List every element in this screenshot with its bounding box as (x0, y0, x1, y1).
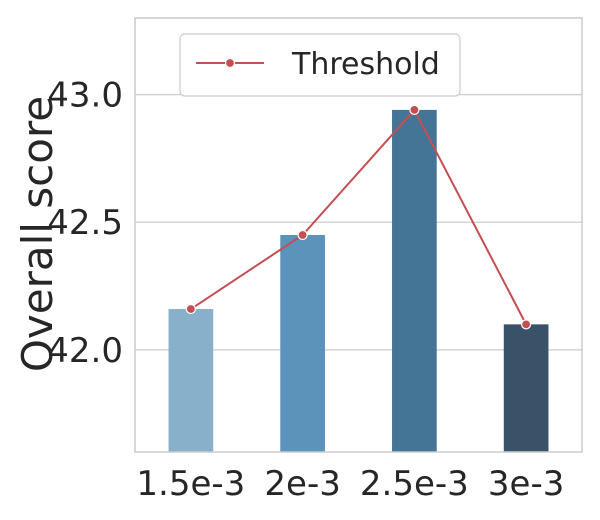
legend: Threshold (179, 33, 461, 97)
y-axis-title: Overall score (13, 96, 62, 372)
threshold-point (185, 303, 196, 315)
legend-label-threshold: Threshold (291, 47, 440, 82)
threshold-point (409, 104, 420, 116)
legend-box (179, 33, 461, 97)
threshold-point (297, 229, 308, 241)
x-tick-label: 2e-3 (264, 464, 340, 504)
threshold-series-line (190, 108, 528, 325)
y-tick-label: 42.0 (47, 331, 123, 371)
x-tick-label: 3e-3 (488, 464, 564, 504)
x-tick-label: 1.5e-3 (136, 464, 245, 504)
bar-1.5e-3 (168, 309, 214, 452)
bar-3e-3 (503, 324, 549, 452)
legend-marker-swatch (224, 57, 236, 69)
x-tick-labels: 1.5e-3 2e-3 2.5e-3 3e-3 (136, 464, 564, 504)
bar-2e-3 (280, 235, 325, 452)
plot-frame (134, 17, 583, 453)
threshold-line (185, 104, 532, 330)
y-tick-label: 42.5 (47, 203, 123, 243)
y-tick-labels: 42.0 42.5 43.0 (47, 76, 123, 371)
x-tick-label: 2.5e-3 (360, 464, 469, 504)
bar-2.5e-3 (392, 109, 437, 452)
y-tick-label: 43.0 (47, 76, 123, 116)
bars (168, 109, 549, 452)
threshold-point (521, 319, 532, 330)
